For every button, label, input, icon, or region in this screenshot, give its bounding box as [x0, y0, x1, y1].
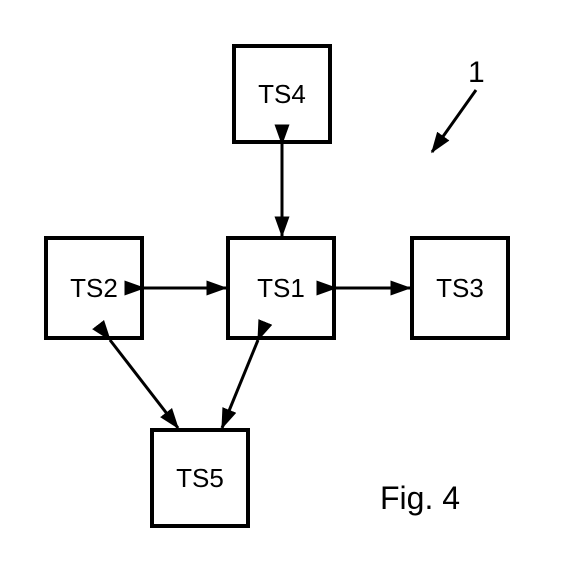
edge-ts2-ts5: [110, 340, 178, 428]
node-ts5: TS5: [150, 428, 250, 528]
node-ts3-label: TS3: [436, 273, 484, 304]
node-ts4: TS4: [232, 44, 332, 144]
callout-label: 1: [468, 56, 485, 90]
node-ts3: TS3: [410, 236, 510, 340]
callout-arrow: [432, 90, 476, 152]
node-ts4-label: TS4: [258, 79, 306, 110]
node-ts1: TS1: [226, 236, 336, 340]
edge-ts1-ts5: [222, 340, 258, 428]
diagram-canvas: TS1 TS2 TS3 TS4 TS5 1 Fig. 4: [0, 0, 564, 570]
node-ts1-label: TS1: [257, 273, 305, 304]
node-ts5-label: TS5: [176, 463, 224, 494]
node-ts2-label: TS2: [70, 273, 118, 304]
figure-label: Fig. 4: [380, 480, 460, 517]
node-ts2: TS2: [44, 236, 144, 340]
